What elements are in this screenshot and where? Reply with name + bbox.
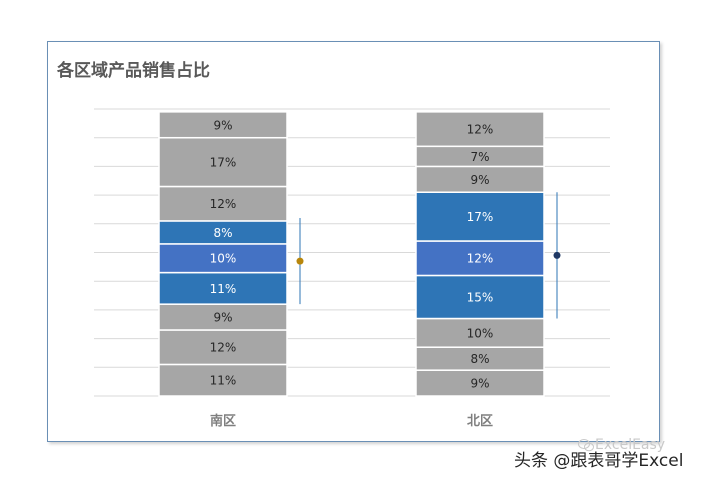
data-label: 15% bbox=[467, 290, 494, 304]
bar-segment bbox=[158, 243, 288, 274]
watermark-faint: ExcelEasy bbox=[595, 437, 666, 453]
data-label: 9% bbox=[470, 173, 489, 187]
bar-segment bbox=[158, 136, 288, 188]
data-label: 12% bbox=[210, 341, 237, 355]
data-label: 17% bbox=[210, 156, 237, 170]
data-label: 11% bbox=[210, 282, 237, 296]
data-label: 10% bbox=[210, 252, 237, 266]
data-label: 12% bbox=[210, 197, 237, 211]
data-label: 8% bbox=[470, 352, 489, 366]
data-label: 9% bbox=[213, 311, 232, 325]
bar-segment bbox=[415, 317, 545, 348]
data-label: 9% bbox=[213, 118, 232, 132]
marker-point bbox=[553, 251, 561, 259]
category-label: 北区 bbox=[467, 414, 493, 429]
data-label: 9% bbox=[470, 377, 489, 391]
data-label: 10% bbox=[467, 326, 494, 340]
bar-segment bbox=[158, 271, 288, 305]
chart-title: 各区域产品销售占比 bbox=[57, 61, 210, 81]
bar-segment bbox=[415, 191, 545, 242]
wechat-icon bbox=[578, 439, 594, 452]
bar-segment bbox=[158, 363, 288, 397]
data-label: 17% bbox=[467, 210, 494, 224]
bar-segment bbox=[158, 329, 288, 366]
marker-point bbox=[296, 257, 304, 265]
chart-frame bbox=[47, 41, 660, 442]
bar-segment bbox=[415, 240, 545, 277]
data-label: 8% bbox=[213, 226, 232, 240]
bar-segment bbox=[415, 111, 545, 148]
bar-segment bbox=[158, 185, 288, 222]
bar-segment bbox=[415, 369, 545, 397]
data-label: 7% bbox=[470, 150, 489, 164]
data-label: 12% bbox=[467, 252, 494, 266]
data-label: 11% bbox=[210, 374, 237, 388]
bar-segment bbox=[158, 111, 288, 139]
watermark-main: 头条 @跟表哥学Excel bbox=[514, 451, 684, 471]
category-label: 南区 bbox=[210, 413, 236, 429]
data-label: 12% bbox=[467, 123, 494, 137]
